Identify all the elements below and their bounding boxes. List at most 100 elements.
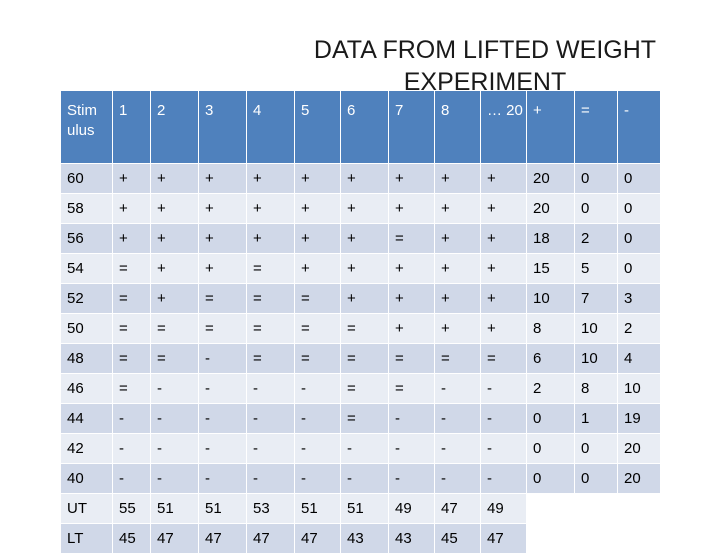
table-cell: 6 [526, 343, 575, 374]
table-cell: = [340, 373, 389, 404]
table-row: 44- - - - - = - - -0 1 19 [60, 403, 661, 434]
table-cell: - [246, 403, 295, 434]
table-cell: - [480, 403, 527, 434]
table-cell: + [198, 163, 247, 194]
header-cell: = [574, 90, 618, 164]
table-cell: 49 [388, 493, 435, 524]
table-cell: 55 [112, 493, 151, 524]
table-cell: 10 [526, 283, 575, 314]
table-cell: 45 [112, 523, 151, 554]
table-cell: 47 [198, 523, 247, 554]
table-cell: 0 [617, 193, 661, 224]
table-cell: 47 [246, 523, 295, 554]
table-row: 46 = - - - - = = - -2 8 10 [60, 373, 661, 404]
table-cell: 51 [150, 493, 199, 524]
table-cell: + [112, 163, 151, 194]
row-label-cell: 48 [60, 343, 113, 374]
table-row: 52 = + = = = + + + +10 7 3 [60, 283, 661, 314]
table-cell: + [388, 313, 435, 344]
table-cell: + [340, 223, 389, 254]
table-cell: 10 [617, 373, 661, 404]
table-cell: = [198, 313, 247, 344]
table-cell [574, 523, 618, 554]
row-label-cell: 46 [60, 373, 113, 404]
table-cell: - [434, 373, 481, 404]
table-row: LT 45 47 47 47 47 43 43 45 47 [60, 523, 661, 554]
table-cell: 19 [617, 403, 661, 434]
table-cell: - [246, 373, 295, 404]
table-cell: + [198, 253, 247, 284]
table-row: 54 = + + = + + + + +15 5 0 [60, 253, 661, 284]
row-label-cell: 58 [60, 193, 113, 224]
row-label-cell: UT [60, 493, 113, 524]
table-cell: 20 [617, 463, 661, 494]
table-cell: + [480, 313, 527, 344]
table-cell: + [340, 253, 389, 284]
table-cell: 10 [574, 343, 618, 374]
table-cell: = [150, 343, 199, 374]
row-label-cell: 56 [60, 223, 113, 254]
table-cell: - [388, 463, 435, 494]
table-cell: - [388, 433, 435, 464]
table-cell: 0 [526, 403, 575, 434]
table-cell: = [112, 343, 151, 374]
table-cell: - [112, 433, 151, 464]
table-cell: 10 [574, 313, 618, 344]
table-cell: - [198, 433, 247, 464]
table-cell: - [198, 373, 247, 404]
table-cell: 7 [574, 283, 618, 314]
table-cell: 5 [574, 253, 618, 284]
table-cell: + [434, 313, 481, 344]
table-cell: 20 [526, 163, 575, 194]
table-cell: = [388, 343, 435, 374]
table-cell: + [246, 223, 295, 254]
table-cell: - [294, 373, 341, 404]
table-cell: + [480, 223, 527, 254]
table-cell: = [340, 403, 389, 434]
table-cell: 0 [526, 463, 575, 494]
header-cell: + [526, 90, 575, 164]
table-cell: = [112, 313, 151, 344]
table-cell: + [198, 193, 247, 224]
table-cell: = [246, 343, 295, 374]
table-cell: 0 [617, 223, 661, 254]
table-cell: = [340, 343, 389, 374]
header-cell: 7 [388, 90, 435, 164]
table-cell: = [340, 313, 389, 344]
table-cell: + [434, 223, 481, 254]
table-cell: 51 [198, 493, 247, 524]
table-cell: 43 [388, 523, 435, 554]
table-cell: = [112, 373, 151, 404]
table-cell: - [112, 463, 151, 494]
table-row: UT 55 51 51 53 51 51 49 47 49 [60, 493, 661, 524]
header-cell: 3 [198, 90, 247, 164]
table-cell: 45 [434, 523, 481, 554]
table-cell: 8 [574, 373, 618, 404]
table-cell: + [150, 163, 199, 194]
table-cell: 0 [526, 433, 575, 464]
table-row: 40- - - - - - - - -0 0 20 [60, 463, 661, 494]
table-row: 58 + + + + + + + + +20 0 0 [60, 193, 661, 224]
table-cell: + [112, 193, 151, 224]
table-cell: = [480, 343, 527, 374]
table-cell: - [434, 403, 481, 434]
table-cell: - [294, 433, 341, 464]
table-cell: + [434, 193, 481, 224]
table-cell: = [246, 313, 295, 344]
table-cell: = [150, 313, 199, 344]
header-cell: 2 [150, 90, 199, 164]
table-cell: - [340, 433, 389, 464]
table-cell: 15 [526, 253, 575, 284]
row-label-cell: 50 [60, 313, 113, 344]
table-cell: + [246, 193, 295, 224]
table-cell: = [198, 283, 247, 314]
table-cell: + [294, 163, 341, 194]
header-cell: 6 [340, 90, 389, 164]
table-cell: 47 [150, 523, 199, 554]
table-cell: - [246, 433, 295, 464]
table-cell: 8 [526, 313, 575, 344]
table-cell: - [150, 433, 199, 464]
table-cell: - [388, 403, 435, 434]
row-label-cell: 42 [60, 433, 113, 464]
table-body: Stim ulus 1 2 3 4 5 6 7 8… 20 + = -60 + + + + + + + + +20 0 0 5… [60, 90, 661, 554]
